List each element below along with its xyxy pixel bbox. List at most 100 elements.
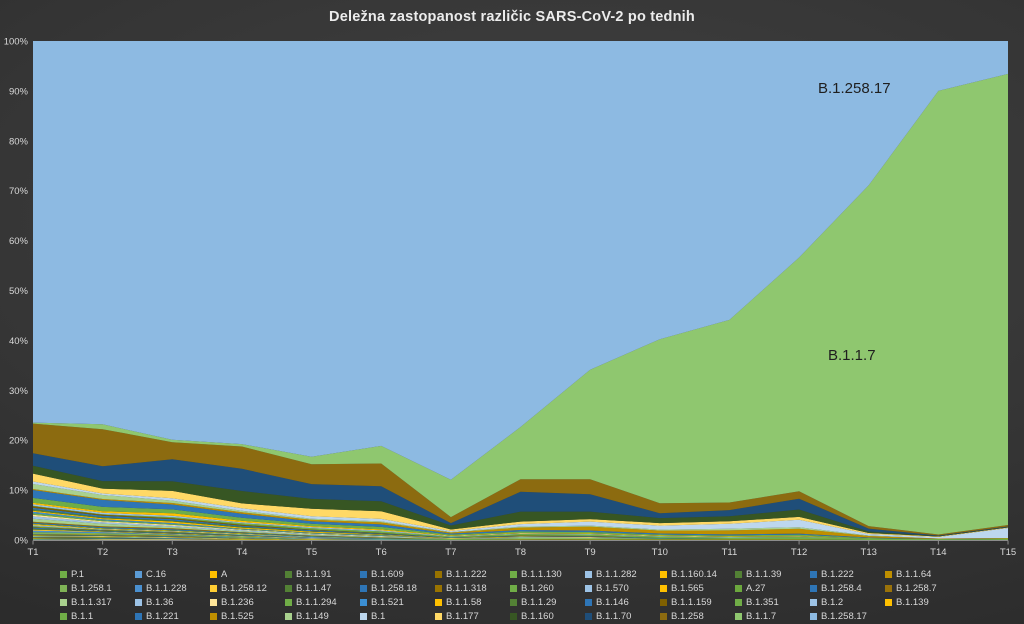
legend-item-A: A <box>210 568 285 581</box>
legend-swatch-icon <box>60 571 67 578</box>
area-series-B.1.570 <box>33 525 1008 540</box>
legend-item-B.1.258.7: B.1.258.7 <box>885 582 960 595</box>
legend-item-B.1.1.64: B.1.1.64 <box>885 568 960 581</box>
legend-item-B.1.1.58: B.1.1.58 <box>435 596 510 609</box>
x-axis-label: T13 <box>861 547 877 558</box>
legend-item-B.1.1.318: B.1.1.318 <box>435 582 510 595</box>
legend-label: B.1.1.317 <box>71 597 112 608</box>
x-axis-label: T9 <box>585 547 596 558</box>
legend-label: B.1.1.47 <box>296 583 332 594</box>
legend-item-B.1.525: B.1.525 <box>210 610 285 623</box>
legend-label: B.1.1.7 <box>746 611 777 622</box>
legend-swatch-icon <box>660 585 667 592</box>
legend-swatch-icon <box>360 599 367 606</box>
area-series-B.1.525 <box>33 489 1008 539</box>
legend-item-B.1.1.294: B.1.1.294 <box>285 596 360 609</box>
legend-item-B.1.222: B.1.222 <box>810 568 885 581</box>
legend-item-B.1.160: B.1.160 <box>510 610 585 623</box>
legend-label: B.1.139 <box>896 597 929 608</box>
legend-swatch-icon <box>60 599 67 606</box>
legend-swatch-icon <box>360 571 367 578</box>
legend-item-B.1.1.228: B.1.1.228 <box>135 582 210 595</box>
legend-label: B.1.1.222 <box>446 569 487 580</box>
legend-swatch-icon <box>810 613 817 620</box>
legend-item-B.1.139: B.1.139 <box>885 596 960 609</box>
legend-label: B.1.258 <box>671 611 704 622</box>
legend-item-B.1.609: B.1.609 <box>360 568 435 581</box>
legend-label: B.1.258.12 <box>221 583 267 594</box>
area-series-B.1.258.18 <box>33 527 1008 540</box>
legend-item-B.1.258.18: B.1.258.18 <box>360 582 435 595</box>
legend-label: B.1.177 <box>446 611 479 622</box>
legend-swatch-icon <box>810 571 817 578</box>
series-data-label-b-1-258-17: B.1.258.17 <box>818 80 891 97</box>
legend-swatch-icon <box>885 599 892 606</box>
legend-label: B.1.565 <box>671 583 704 594</box>
legend-item-B.1.236: B.1.236 <box>210 596 285 609</box>
legend-swatch-icon <box>210 599 217 606</box>
y-axis-label: 90% <box>9 86 29 97</box>
legend-swatch-icon <box>285 585 292 592</box>
legend-item-B.1.2: B.1.2 <box>810 596 885 609</box>
area-series-B.1.1 <box>33 497 1008 539</box>
legend-swatch-icon <box>585 571 592 578</box>
area-series-B.1.1.47 <box>33 528 1008 540</box>
y-axis-label: 70% <box>9 186 29 197</box>
y-axis-label: 10% <box>9 486 29 497</box>
legend-label: B.1.1.282 <box>596 569 637 580</box>
legend-swatch-icon <box>285 599 292 606</box>
legend-item-B.1.570: B.1.570 <box>585 582 660 595</box>
legend-swatch-icon <box>435 613 442 620</box>
legend-item-B.1.258: B.1.258 <box>660 610 735 623</box>
legend-swatch-icon <box>660 599 667 606</box>
legend-item-B.1.258.17: B.1.258.17 <box>810 610 885 623</box>
legend-label: B.1.2 <box>821 597 844 608</box>
area-series-B.1.221 <box>33 490 1008 539</box>
legend-swatch-icon <box>585 585 592 592</box>
legend-label: B.1.260 <box>521 583 554 594</box>
legend-item-B.1.149: B.1.149 <box>285 610 360 623</box>
legend-label: B.1.258.7 <box>896 583 937 594</box>
legend-label: B.1.221 <box>146 611 179 622</box>
legend-label: B.1.160 <box>521 611 554 622</box>
legend-label: B.1.1.64 <box>896 569 932 580</box>
area-series-B.1 <box>33 481 1008 539</box>
legend-label: B.1.521 <box>371 597 404 608</box>
legend-swatch-icon <box>360 585 367 592</box>
area-series-B.1.2 <box>33 504 1008 539</box>
y-axis-label: 100% <box>4 37 29 48</box>
y-axis-label: 30% <box>9 386 29 397</box>
legend-item-B.1.1.70: B.1.1.70 <box>585 610 660 623</box>
x-axis-label: T8 <box>515 547 526 558</box>
x-axis-label: T11 <box>722 547 738 558</box>
legend-item-B.1.1.39: B.1.1.39 <box>735 568 810 581</box>
x-axis-label: T15 <box>1000 547 1016 558</box>
legend-swatch-icon <box>510 599 517 606</box>
legend-label: A <box>221 569 228 580</box>
legend-swatch-icon <box>60 585 67 592</box>
legend-item-C.16: C.16 <box>135 568 210 581</box>
legend-label: B.1.1 <box>71 611 94 622</box>
y-axis-label: 20% <box>9 436 29 447</box>
legend-label: B.1.222 <box>821 569 854 580</box>
area-series-B.1.177 <box>33 473 1008 537</box>
legend-label: B.1.570 <box>596 583 629 594</box>
legend-swatch-icon <box>660 571 667 578</box>
legend-label: B.1.1.58 <box>446 597 482 608</box>
legend-swatch-icon <box>360 613 367 620</box>
area-series-B.1.1.7 <box>33 73 1008 535</box>
legend-swatch-icon <box>60 613 67 620</box>
legend-item-B.1.1: B.1.1 <box>60 610 135 623</box>
legend-swatch-icon <box>810 599 817 606</box>
legend-item-B.1.1.222: B.1.1.222 <box>435 568 510 581</box>
area-series-B.1.1.70 <box>33 453 1008 536</box>
y-axis-label: 60% <box>9 236 29 247</box>
legend-label: B.1 <box>371 611 386 622</box>
legend-item-P.1: P.1 <box>60 568 135 581</box>
legend-item-B.1.258.12: B.1.258.12 <box>210 582 285 595</box>
legend-swatch-icon <box>210 585 217 592</box>
legend-label: B.1.236 <box>221 597 254 608</box>
legend-item-B.1.1.282: B.1.1.282 <box>585 568 660 581</box>
x-axis-label: T3 <box>167 547 178 558</box>
